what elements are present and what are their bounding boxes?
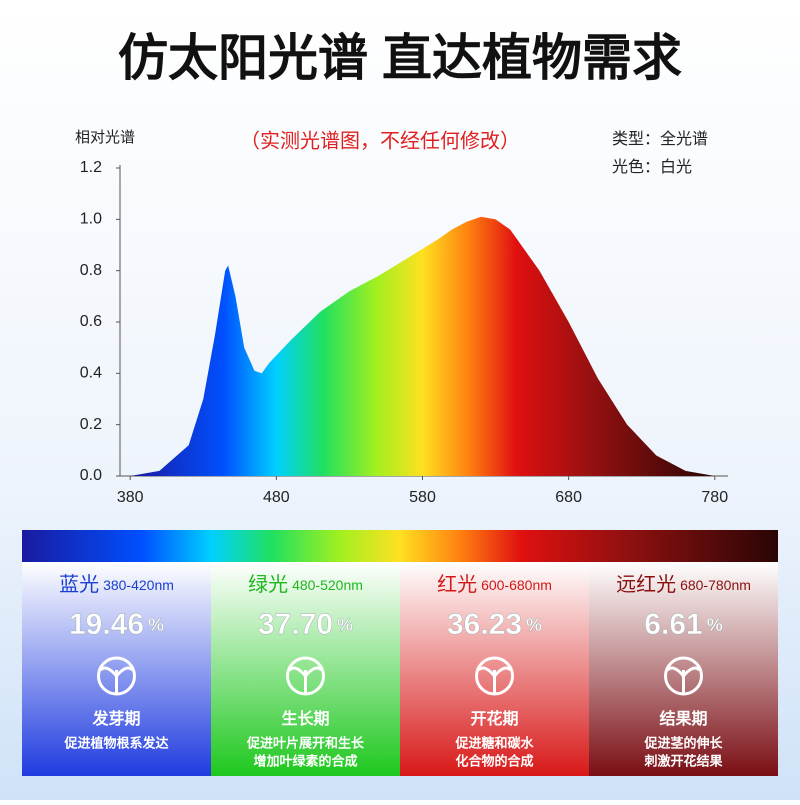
icon bbox=[477, 666, 512, 694]
card-heading: 绿光 480-520nm bbox=[248, 573, 363, 596]
card-heading: 红光 600-680nm bbox=[437, 573, 552, 596]
card-heading: 蓝光 380-420nm bbox=[59, 573, 174, 596]
x-tick-label: 680 bbox=[555, 489, 582, 506]
percent-unit: % bbox=[707, 615, 723, 635]
percent-value: 6.61 bbox=[644, 608, 702, 641]
percent-value: 37.70 bbox=[258, 608, 333, 641]
y-tick-label: 0.4 bbox=[80, 365, 102, 382]
x-tick-label: 580 bbox=[409, 489, 436, 506]
percent-unit: % bbox=[148, 615, 164, 635]
card-range: 600-680nm bbox=[481, 577, 552, 593]
x-tick-label: 380 bbox=[117, 489, 144, 506]
card-name: 蓝光 bbox=[59, 573, 99, 596]
card-stage: 生长期 bbox=[281, 709, 329, 728]
title: 仿太阳光谱 直达植物需求 bbox=[118, 30, 682, 86]
spectrum-bar bbox=[22, 530, 778, 562]
card-range: 480-520nm bbox=[292, 577, 363, 593]
percent-unit: % bbox=[337, 615, 353, 635]
y-tick-label: 0.2 bbox=[80, 416, 102, 433]
card-range: 380-420nm bbox=[103, 577, 174, 593]
y-tick-label: 0.0 bbox=[80, 467, 102, 484]
card-desc: 促进植物根系发达 bbox=[63, 735, 168, 750]
card-percent: 19.46% bbox=[69, 608, 164, 641]
card-percent: 6.61% bbox=[644, 608, 722, 641]
percent-unit: % bbox=[526, 615, 542, 635]
card-name: 远红光 bbox=[616, 573, 676, 596]
card bbox=[589, 562, 778, 776]
card-desc: 促进糖和碳水 bbox=[454, 735, 534, 750]
card-desc: 促进叶片展开和生长 bbox=[246, 735, 365, 750]
y-axis-label: 相对光谱 bbox=[75, 129, 135, 146]
icon bbox=[666, 666, 701, 694]
card-desc: 促进茎的伸长 bbox=[643, 735, 723, 750]
card-range: 680-780nm bbox=[680, 577, 751, 593]
y-tick-label: 0.8 bbox=[80, 262, 102, 279]
card-heading: 远红光 680-780nm bbox=[616, 573, 751, 596]
card bbox=[400, 562, 589, 776]
card-stage: 结果期 bbox=[658, 709, 707, 728]
percent-value: 36.23 bbox=[447, 608, 522, 641]
icon bbox=[99, 666, 134, 694]
info: 类型：全光谱 bbox=[612, 130, 708, 148]
info: 光色：白光 bbox=[612, 158, 692, 176]
card-name: 红光 bbox=[437, 573, 477, 596]
card-stage: 发芽期 bbox=[91, 709, 140, 728]
percent-value: 19.46 bbox=[69, 608, 144, 641]
card-desc: 增加叶绿素的合成 bbox=[253, 753, 357, 768]
card-stage: 开花期 bbox=[470, 709, 518, 728]
card-percent: 37.70% bbox=[258, 608, 353, 641]
spectrum-area bbox=[130, 216, 715, 476]
x-tick-label: 480 bbox=[263, 489, 290, 506]
card-name: 绿光 bbox=[248, 573, 288, 596]
card bbox=[22, 562, 211, 776]
chart: 0.0 0.2 0.4 0.6 0.8 1.0 1.2 380 480 580 680 780 bbox=[80, 159, 728, 506]
card-percent: 36.23% bbox=[447, 608, 542, 641]
annotation: （实测光谱图，不经任何修改） bbox=[240, 129, 520, 152]
icon bbox=[288, 666, 323, 694]
card-desc: 刺激开花结果 bbox=[644, 753, 722, 768]
card bbox=[211, 562, 400, 776]
y-tick-label: 1.2 bbox=[80, 159, 102, 176]
x-tick-label: 780 bbox=[701, 489, 728, 506]
y-tick-label: 0.6 bbox=[80, 313, 102, 330]
card-desc: 化合物的合成 bbox=[455, 753, 533, 768]
y-tick-label: 1.0 bbox=[80, 211, 102, 228]
